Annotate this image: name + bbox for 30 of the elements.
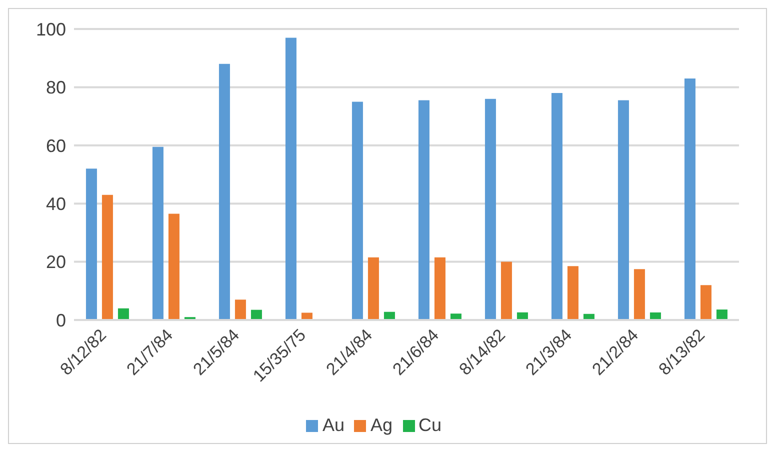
bar [218, 64, 230, 320]
bar [352, 102, 363, 320]
bar [484, 98, 496, 320]
bar [684, 78, 696, 320]
bar [634, 269, 645, 320]
bar [418, 100, 430, 320]
bar [700, 285, 712, 320]
y-tick-label: 100 [36, 19, 66, 40]
bar [500, 262, 512, 320]
legend-label: Au [322, 415, 344, 435]
y-tick-label: 60 [46, 136, 66, 156]
bar [567, 266, 578, 320]
y-tick-label: 80 [46, 78, 66, 98]
bar [368, 257, 379, 320]
bar [618, 100, 629, 320]
legend-label: Ag [370, 415, 393, 435]
bar [234, 300, 246, 320]
bar [118, 308, 129, 320]
y-tick-label: 20 [46, 252, 66, 272]
bar [716, 310, 728, 320]
y-tick-label: 0 [56, 310, 66, 330]
y-tick-label: 40 [46, 194, 66, 214]
bar [551, 93, 562, 320]
legend-label: Cu [418, 415, 442, 435]
bar [86, 168, 97, 320]
bar [285, 38, 296, 320]
bar [152, 146, 164, 320]
bar [434, 257, 446, 320]
bar [102, 194, 113, 320]
bar [168, 214, 180, 320]
